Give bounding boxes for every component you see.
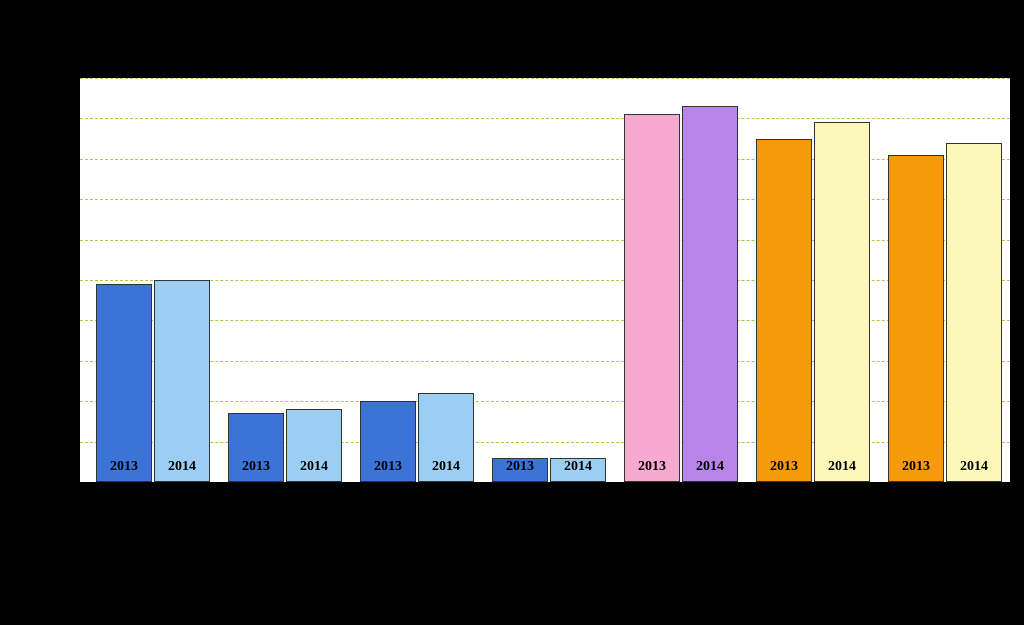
- bar-group: 20132014: [96, 78, 210, 482]
- bar-year-label: 2014: [551, 459, 605, 475]
- plot-area: 2013201420132014201320142013201420132014…: [80, 78, 1010, 482]
- bar-year-label: 2013: [229, 459, 283, 475]
- bar: 2014: [154, 280, 210, 482]
- bar: 2013: [228, 413, 284, 482]
- bar: 2014: [682, 106, 738, 482]
- bar-year-label: 2014: [815, 459, 869, 475]
- bar: 2014: [418, 393, 474, 482]
- bar-year-label: 2014: [419, 459, 473, 475]
- bar-year-label: 2013: [493, 459, 547, 475]
- bar-year-label: 2013: [361, 459, 415, 475]
- bar: 2014: [550, 458, 606, 482]
- bar-year-label: 2014: [947, 459, 1001, 475]
- bar-group: 20132014: [492, 78, 606, 482]
- bar-year-label: 2013: [97, 459, 151, 475]
- bar: 2013: [624, 114, 680, 482]
- bar: 2013: [492, 458, 548, 482]
- bar: 2014: [946, 143, 1002, 482]
- bar-group: 20132014: [360, 78, 474, 482]
- bar: 2013: [360, 401, 416, 482]
- bar-year-label: 2013: [889, 459, 943, 475]
- bar-group: 20132014: [624, 78, 738, 482]
- bar-year-label: 2013: [625, 459, 679, 475]
- bar-group: 20132014: [888, 78, 1002, 482]
- bar-group: 20132014: [756, 78, 870, 482]
- bar-year-label: 2014: [287, 459, 341, 475]
- bar-group: 20132014: [228, 78, 342, 482]
- bar: 2013: [756, 139, 812, 482]
- bar-year-label: 2014: [683, 459, 737, 475]
- bar: 2013: [888, 155, 944, 482]
- bars-container: 2013201420132014201320142013201420132014…: [80, 78, 1010, 482]
- bar: 2014: [814, 122, 870, 482]
- bar-year-label: 2013: [757, 459, 811, 475]
- bar-year-label: 2014: [155, 459, 209, 475]
- bar: 2014: [286, 409, 342, 482]
- bar: 2013: [96, 284, 152, 482]
